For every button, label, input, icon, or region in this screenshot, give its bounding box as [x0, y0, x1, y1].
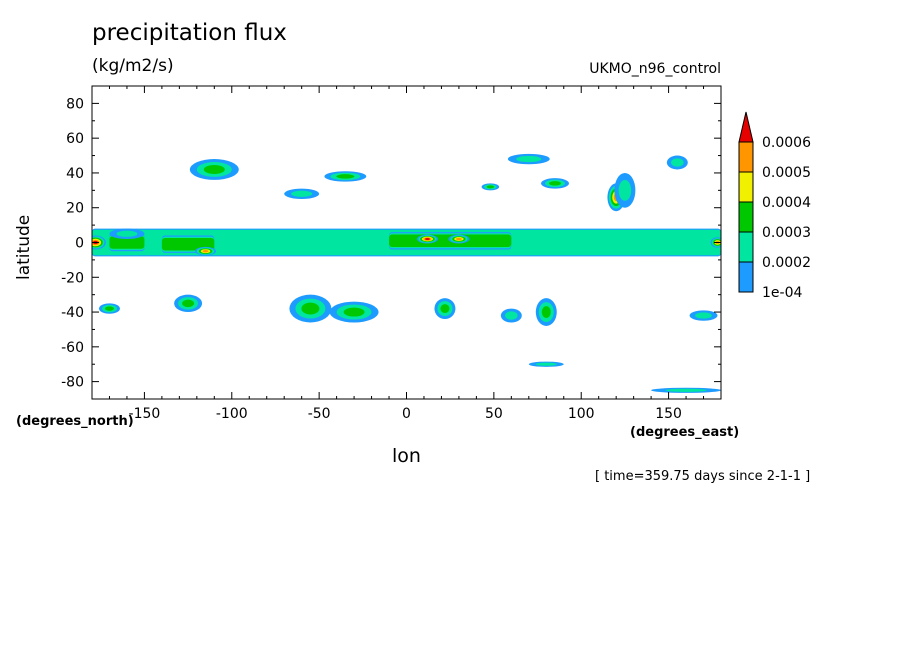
precip-blob-26-level-1 [695, 312, 712, 319]
y-unit-note: (degrees_north) [16, 414, 134, 429]
colorbar-label: 0.0003 [762, 225, 811, 241]
precip-blob-28-level-1 [535, 362, 557, 366]
precip-blob-18-level-1 [671, 158, 684, 167]
colorbar-label: 0.0002 [762, 255, 811, 271]
colorbar-segment [738, 141, 754, 173]
x-tick-label: 50 [485, 406, 503, 422]
precip-blob-20-level-2 [104, 306, 114, 311]
precip-blob-7-level-4 [202, 250, 209, 253]
x-tick-label: -50 [308, 406, 331, 422]
precip-band-1-level-2 [109, 236, 145, 249]
y-tick-label: 40 [66, 166, 84, 182]
x-tick-label: 100 [568, 406, 595, 422]
precip-blob-12-level-2 [203, 164, 225, 174]
precip-blob-22-level-2 [343, 307, 365, 317]
precip-blob-21-level-2 [301, 302, 320, 315]
colorbar-extend-arrow [738, 111, 754, 143]
precip-blob-19-level-2 [182, 299, 195, 308]
x-unit-note: (degrees_east) [630, 425, 740, 440]
precip-blob-15-level-2 [486, 185, 495, 189]
precip-blob-13-level-1 [291, 190, 313, 197]
precip-blob-24-level-2 [541, 306, 551, 319]
y-tick-label: 60 [66, 131, 84, 147]
y-tick-label: -60 [61, 340, 84, 356]
precip-blob-14-level-2 [336, 174, 355, 179]
chart-units: (kg/m2/s) [92, 56, 174, 76]
precip-blob-27-level-1 [665, 388, 708, 392]
chart-title: precipitation flux [92, 20, 287, 46]
y-tick-label: 0 [75, 236, 84, 252]
precip-blob-11-level-1 [618, 179, 632, 201]
colorbar-label: 0.0005 [762, 165, 811, 181]
precip-blob-25-level-1 [505, 311, 518, 320]
precip-blob-23-level-2 [440, 304, 450, 314]
precip-blob-5-level-5 [425, 238, 430, 241]
y-tick-label: -20 [61, 270, 84, 286]
precip-features [92, 153, 721, 393]
model-label: UKMO_n96_control [589, 61, 721, 77]
y-tick-label: 80 [66, 96, 84, 112]
colorbar-segment [738, 171, 754, 203]
colorbar-label: 0.0004 [762, 195, 811, 211]
colorbar-label: 0.0006 [762, 135, 811, 151]
colorbar-label: 1e-04 [762, 285, 802, 301]
x-tick-label: -150 [129, 406, 161, 422]
colorbar-segment [738, 261, 754, 293]
y-tick-label: 20 [66, 201, 84, 217]
colorbar-segment [738, 231, 754, 263]
precip-blob-16-level-1 [516, 155, 542, 163]
x-axis-label: lon [392, 445, 421, 467]
time-note: [ time=359.75 days since 2-1-1 ] [595, 469, 811, 484]
x-tick-label: 0 [402, 406, 411, 422]
x-tick-label: 150 [655, 406, 682, 422]
precip-blob-17-level-2 [549, 181, 562, 186]
y-tick-label: -80 [61, 375, 84, 391]
y-tick-label: -40 [61, 305, 84, 321]
x-tick-label: -100 [216, 406, 248, 422]
precip-blob-9-level-1 [116, 230, 138, 237]
precip-blob-6-level-4 [456, 237, 462, 241]
colorbar-segment [738, 201, 754, 233]
